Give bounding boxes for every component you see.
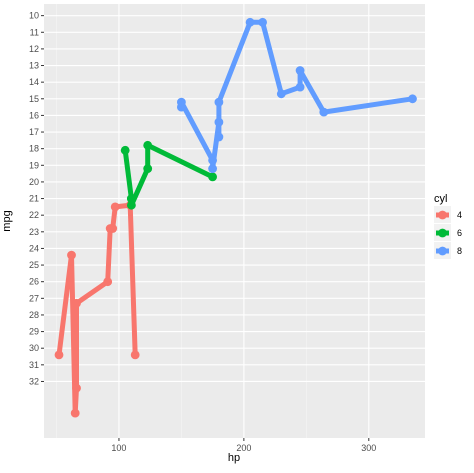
data-point xyxy=(54,350,64,360)
data-point xyxy=(126,200,136,210)
data-point xyxy=(126,194,136,204)
y-tick-label: 28 xyxy=(29,310,39,320)
x-tick-label: 100 xyxy=(111,443,126,453)
legend-label: 4 xyxy=(457,210,462,220)
data-point xyxy=(408,94,417,104)
data-point xyxy=(120,145,130,155)
y-tick-label: 13 xyxy=(29,61,39,71)
legend-key-point xyxy=(438,210,447,220)
data-point xyxy=(67,250,76,260)
data-point xyxy=(208,155,218,165)
legend-label: 6 xyxy=(457,228,462,238)
legend-keys: 4 6 8 xyxy=(434,206,462,259)
x-tick-label: 300 xyxy=(361,443,376,453)
data-point xyxy=(258,17,267,27)
y-axis: 10 11 12 13 14 15 16 17 18 19 20 21 22 23 24 25 26 27 28 29… xyxy=(29,11,44,386)
legend-item-4: 4 xyxy=(434,206,462,223)
data-point xyxy=(208,164,218,174)
legend: cyl 4 6 8 xyxy=(434,193,462,259)
data-point xyxy=(103,277,113,287)
data-point xyxy=(143,164,153,174)
data-point xyxy=(130,350,140,360)
y-tick-label: 24 xyxy=(29,243,39,253)
data-point xyxy=(110,202,120,212)
y-tick-label: 29 xyxy=(29,327,39,337)
gridlines xyxy=(44,4,425,438)
y-tick-label: 16 xyxy=(29,110,39,120)
data-point xyxy=(70,408,80,418)
y-tick-label: 23 xyxy=(29,227,39,237)
series-6 xyxy=(120,140,218,210)
y-tick-label: 32 xyxy=(29,376,39,386)
y-tick-label: 17 xyxy=(29,127,39,137)
y-tick-label: 30 xyxy=(29,343,39,353)
y-tick-label: 12 xyxy=(29,44,39,54)
legend-key-point xyxy=(438,246,447,256)
data-point xyxy=(214,117,224,127)
data-point xyxy=(214,97,224,107)
legend-title: cyl xyxy=(434,193,447,205)
y-axis-title: mpg xyxy=(1,210,13,231)
data-point xyxy=(143,140,153,150)
legend-label: 8 xyxy=(457,246,462,256)
y-tick-label: 11 xyxy=(30,27,39,37)
y-tick-label: 22 xyxy=(29,210,39,220)
y-tick-label: 18 xyxy=(29,144,39,154)
data-point xyxy=(319,107,329,117)
data-point xyxy=(295,82,305,92)
y-tick-label: 10 xyxy=(29,11,39,21)
legend-item-8: 8 xyxy=(434,242,462,259)
series-line-6 xyxy=(122,142,216,208)
data-point xyxy=(108,224,118,233)
y-tick-label: 26 xyxy=(29,277,39,287)
y-tick-label: 20 xyxy=(29,177,39,187)
y-tick-label: 14 xyxy=(29,77,39,87)
series-4 xyxy=(54,200,140,418)
data-point xyxy=(72,298,81,308)
legend-item-6: 6 xyxy=(434,224,462,241)
y-tick-label: 31 xyxy=(29,360,39,370)
y-tick-label: 27 xyxy=(29,293,39,303)
y-tick-label: 25 xyxy=(29,260,39,270)
data-point xyxy=(214,132,224,142)
x-axis: 100 200 300 xyxy=(111,438,376,453)
y-tick-label: 19 xyxy=(29,160,39,170)
x-tick-label: 200 xyxy=(236,443,251,453)
data-point xyxy=(177,97,186,107)
data-point xyxy=(276,89,286,99)
legend-key-point xyxy=(438,228,447,238)
data-point xyxy=(295,66,305,75)
series-8 xyxy=(177,17,417,174)
y-tick-label: 15 xyxy=(29,94,39,104)
data-point xyxy=(72,383,81,393)
y-tick-label: 21 xyxy=(29,194,39,204)
plot-panel xyxy=(44,4,425,438)
series-layer xyxy=(54,17,417,418)
x-axis-title: hp xyxy=(228,452,240,464)
data-point xyxy=(208,172,218,182)
data-point xyxy=(245,17,255,27)
